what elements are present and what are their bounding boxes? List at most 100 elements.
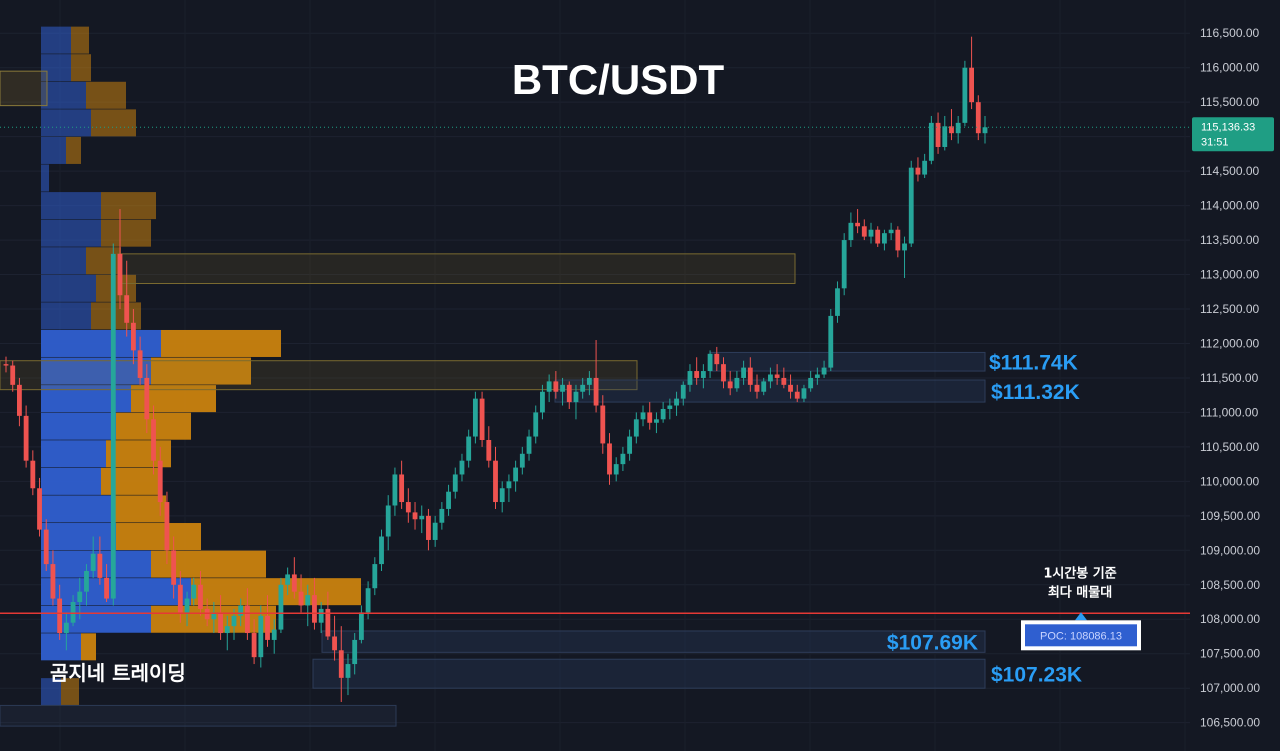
- watermark-text: 곰지네 트레이딩: [50, 661, 186, 685]
- zone-label: $107.69K: [887, 632, 978, 655]
- candle-body: [345, 664, 351, 678]
- candle-body: [3, 364, 9, 366]
- candle-body: [50, 564, 56, 599]
- volume-bar-buy: [41, 136, 66, 164]
- candle-body: [902, 243, 907, 251]
- volume-bar-buy: [41, 412, 116, 440]
- candle-body: [882, 233, 887, 244]
- candle-body: [365, 588, 371, 613]
- candle-body: [446, 491, 451, 509]
- zone-label: $107.23K: [991, 664, 1082, 687]
- candle-body: [761, 381, 767, 392]
- candle-body: [298, 591, 304, 606]
- price-tick-label: 109,000.00: [1200, 543, 1260, 557]
- candle-body: [352, 639, 358, 665]
- volume-bar-buy: [41, 164, 49, 192]
- price-tick-label: 107,000.00: [1200, 681, 1260, 695]
- price-tick-label: 114,000.00: [1200, 199, 1259, 213]
- candle-body: [97, 553, 103, 578]
- price-tick-label: 112,500.00: [1200, 302, 1259, 316]
- volume-bar-buy: [41, 247, 86, 275]
- volume-bar-buy: [41, 109, 91, 137]
- candle-body: [379, 536, 384, 565]
- candle-body: [325, 608, 331, 637]
- candle-body: [680, 384, 686, 399]
- candle-body: [23, 415, 29, 461]
- candle-body: [895, 229, 901, 251]
- candle-body: [573, 391, 579, 403]
- volume-bar-buy: [41, 81, 86, 109]
- candle-body: [553, 381, 559, 392]
- zone-label: $111.32K: [991, 381, 1080, 404]
- volume-bar-buy: [41, 633, 81, 661]
- candle-body: [198, 584, 203, 609]
- candle-body: [814, 374, 820, 378]
- candle-body: [888, 229, 894, 234]
- candle-body: [30, 460, 36, 489]
- candle-body: [419, 515, 425, 520]
- highlight-box: [0, 70, 48, 107]
- candle-body: [627, 436, 633, 454]
- candle-body: [130, 322, 136, 351]
- candle-body: [674, 398, 679, 406]
- candle-body: [721, 364, 726, 382]
- candle-body: [633, 419, 639, 437]
- candle-body: [338, 650, 344, 678]
- candle-body: [969, 67, 975, 103]
- price-tick-label: 110,500.00: [1200, 440, 1259, 454]
- candle-body: [177, 584, 183, 613]
- candle-body: [908, 167, 914, 244]
- last-price-value: 115,136.33: [1201, 121, 1255, 133]
- volume-bar-buy: [41, 54, 71, 82]
- volume-bar-buy: [41, 495, 111, 523]
- volume-bar-sell: [101, 192, 156, 220]
- candle-body: [271, 629, 277, 640]
- candle-body: [124, 295, 130, 323]
- candle-body: [90, 553, 96, 571]
- candle-body: [593, 377, 599, 406]
- candle-body: [942, 126, 948, 147]
- candle-body: [191, 584, 197, 599]
- candle-body: [794, 391, 800, 399]
- candle-body: [426, 515, 431, 540]
- volume-bar-buy: [41, 678, 61, 706]
- decorative-boxes: [0, 70, 796, 727]
- last-price-badge: [1192, 117, 1274, 152]
- candle-body: [238, 605, 244, 616]
- highlight-box: [0, 704, 397, 727]
- candle-body: [117, 253, 123, 296]
- candle-body: [734, 377, 740, 389]
- candle-body: [513, 467, 519, 482]
- candle-body: [607, 443, 612, 475]
- volume-bar-sell: [116, 523, 201, 551]
- candle-body: [781, 377, 787, 385]
- candle-body: [875, 229, 881, 244]
- candle-body: [204, 608, 210, 620]
- candle-body: [600, 405, 606, 444]
- price-axis[interactable]: 116,500.00116,000.00115,500.00115,000.00…: [1200, 26, 1260, 729]
- poc-arrow-icon: [1075, 612, 1087, 621]
- chart-title: BTC/USDT: [512, 56, 725, 103]
- candle-body: [439, 508, 445, 523]
- candle-body: [231, 615, 237, 627]
- volume-bar-sell: [96, 274, 136, 302]
- support-resistance-zones: $111.74K $111.32K $107.69K $107.23K: [312, 352, 1082, 689]
- candle-body: [432, 522, 438, 540]
- volume-bar-sell: [71, 54, 91, 82]
- candle-body: [244, 605, 250, 634]
- candle-body: [694, 371, 700, 378]
- candle-body: [821, 367, 827, 375]
- candle-body: [955, 122, 961, 134]
- candle-body: [560, 384, 565, 392]
- candle-body: [754, 384, 760, 392]
- candle-body: [358, 612, 364, 640]
- candle-body: [747, 367, 753, 385]
- volume-bar-buy: [41, 274, 96, 302]
- candle-body: [218, 612, 223, 634]
- candle-body: [493, 460, 498, 503]
- candle-body: [855, 222, 861, 227]
- candle-body: [291, 574, 297, 592]
- candle-body: [949, 126, 954, 134]
- candle-body: [405, 502, 411, 513]
